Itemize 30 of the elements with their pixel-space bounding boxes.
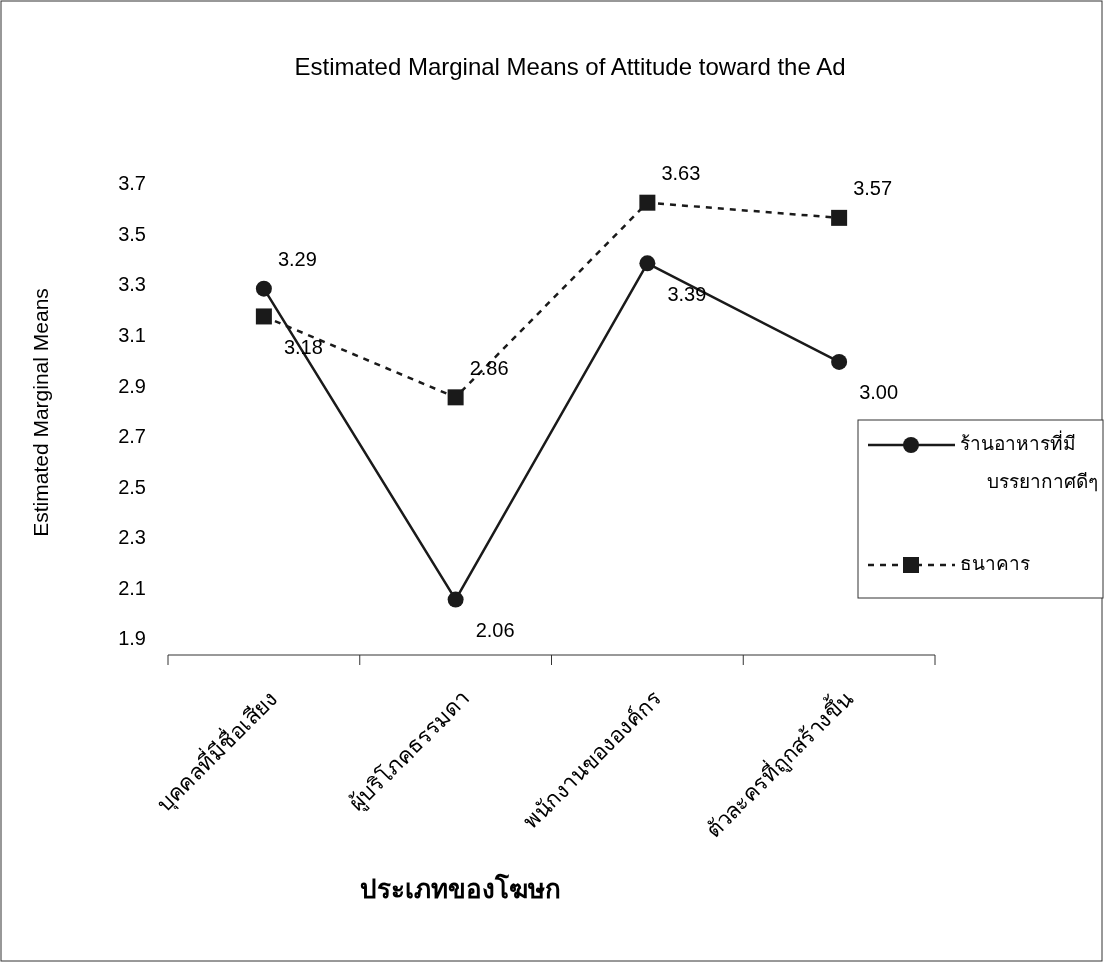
data-label: 2.06 xyxy=(475,618,515,641)
y-axis-title: Estimated Marginal Means xyxy=(29,288,52,537)
y-tick-label: 3.5 xyxy=(118,222,146,245)
y-tick-label: 2.5 xyxy=(118,475,146,498)
data-label: 3.29 xyxy=(277,247,317,270)
y-tick-label: 2.3 xyxy=(118,526,146,549)
chart-title: Estimated Marginal Means of Attitude toward the Ad xyxy=(294,53,846,80)
y-tick-label: 2.1 xyxy=(118,576,146,599)
legend-label: ธนาคาร xyxy=(960,553,1030,575)
data-label: 3.57 xyxy=(853,177,893,200)
point xyxy=(831,353,848,370)
y-tick-label: 1.9 xyxy=(118,627,146,650)
point xyxy=(639,194,656,211)
point xyxy=(831,209,848,226)
y-tick-label: 2.9 xyxy=(118,374,146,397)
point xyxy=(255,308,272,325)
y-tick-label: 2.7 xyxy=(118,425,146,448)
data-label: 2.86 xyxy=(469,356,509,379)
point xyxy=(255,280,272,297)
x-axis-title: ประเภทของโฆษก xyxy=(359,873,561,904)
data-label: 3.63 xyxy=(661,161,701,184)
y-tick-label: 3.7 xyxy=(118,172,146,195)
legend-label: ร้านอาหารที่มีบรรยากาศดีๆ xyxy=(960,430,1098,493)
point xyxy=(639,255,656,272)
point xyxy=(447,591,464,608)
y-tick-label: 3.1 xyxy=(118,323,146,346)
data-label: 3.00 xyxy=(859,381,899,404)
y-tick-label: 3.3 xyxy=(118,273,146,296)
point xyxy=(447,389,464,406)
data-label: 3.39 xyxy=(667,282,707,305)
